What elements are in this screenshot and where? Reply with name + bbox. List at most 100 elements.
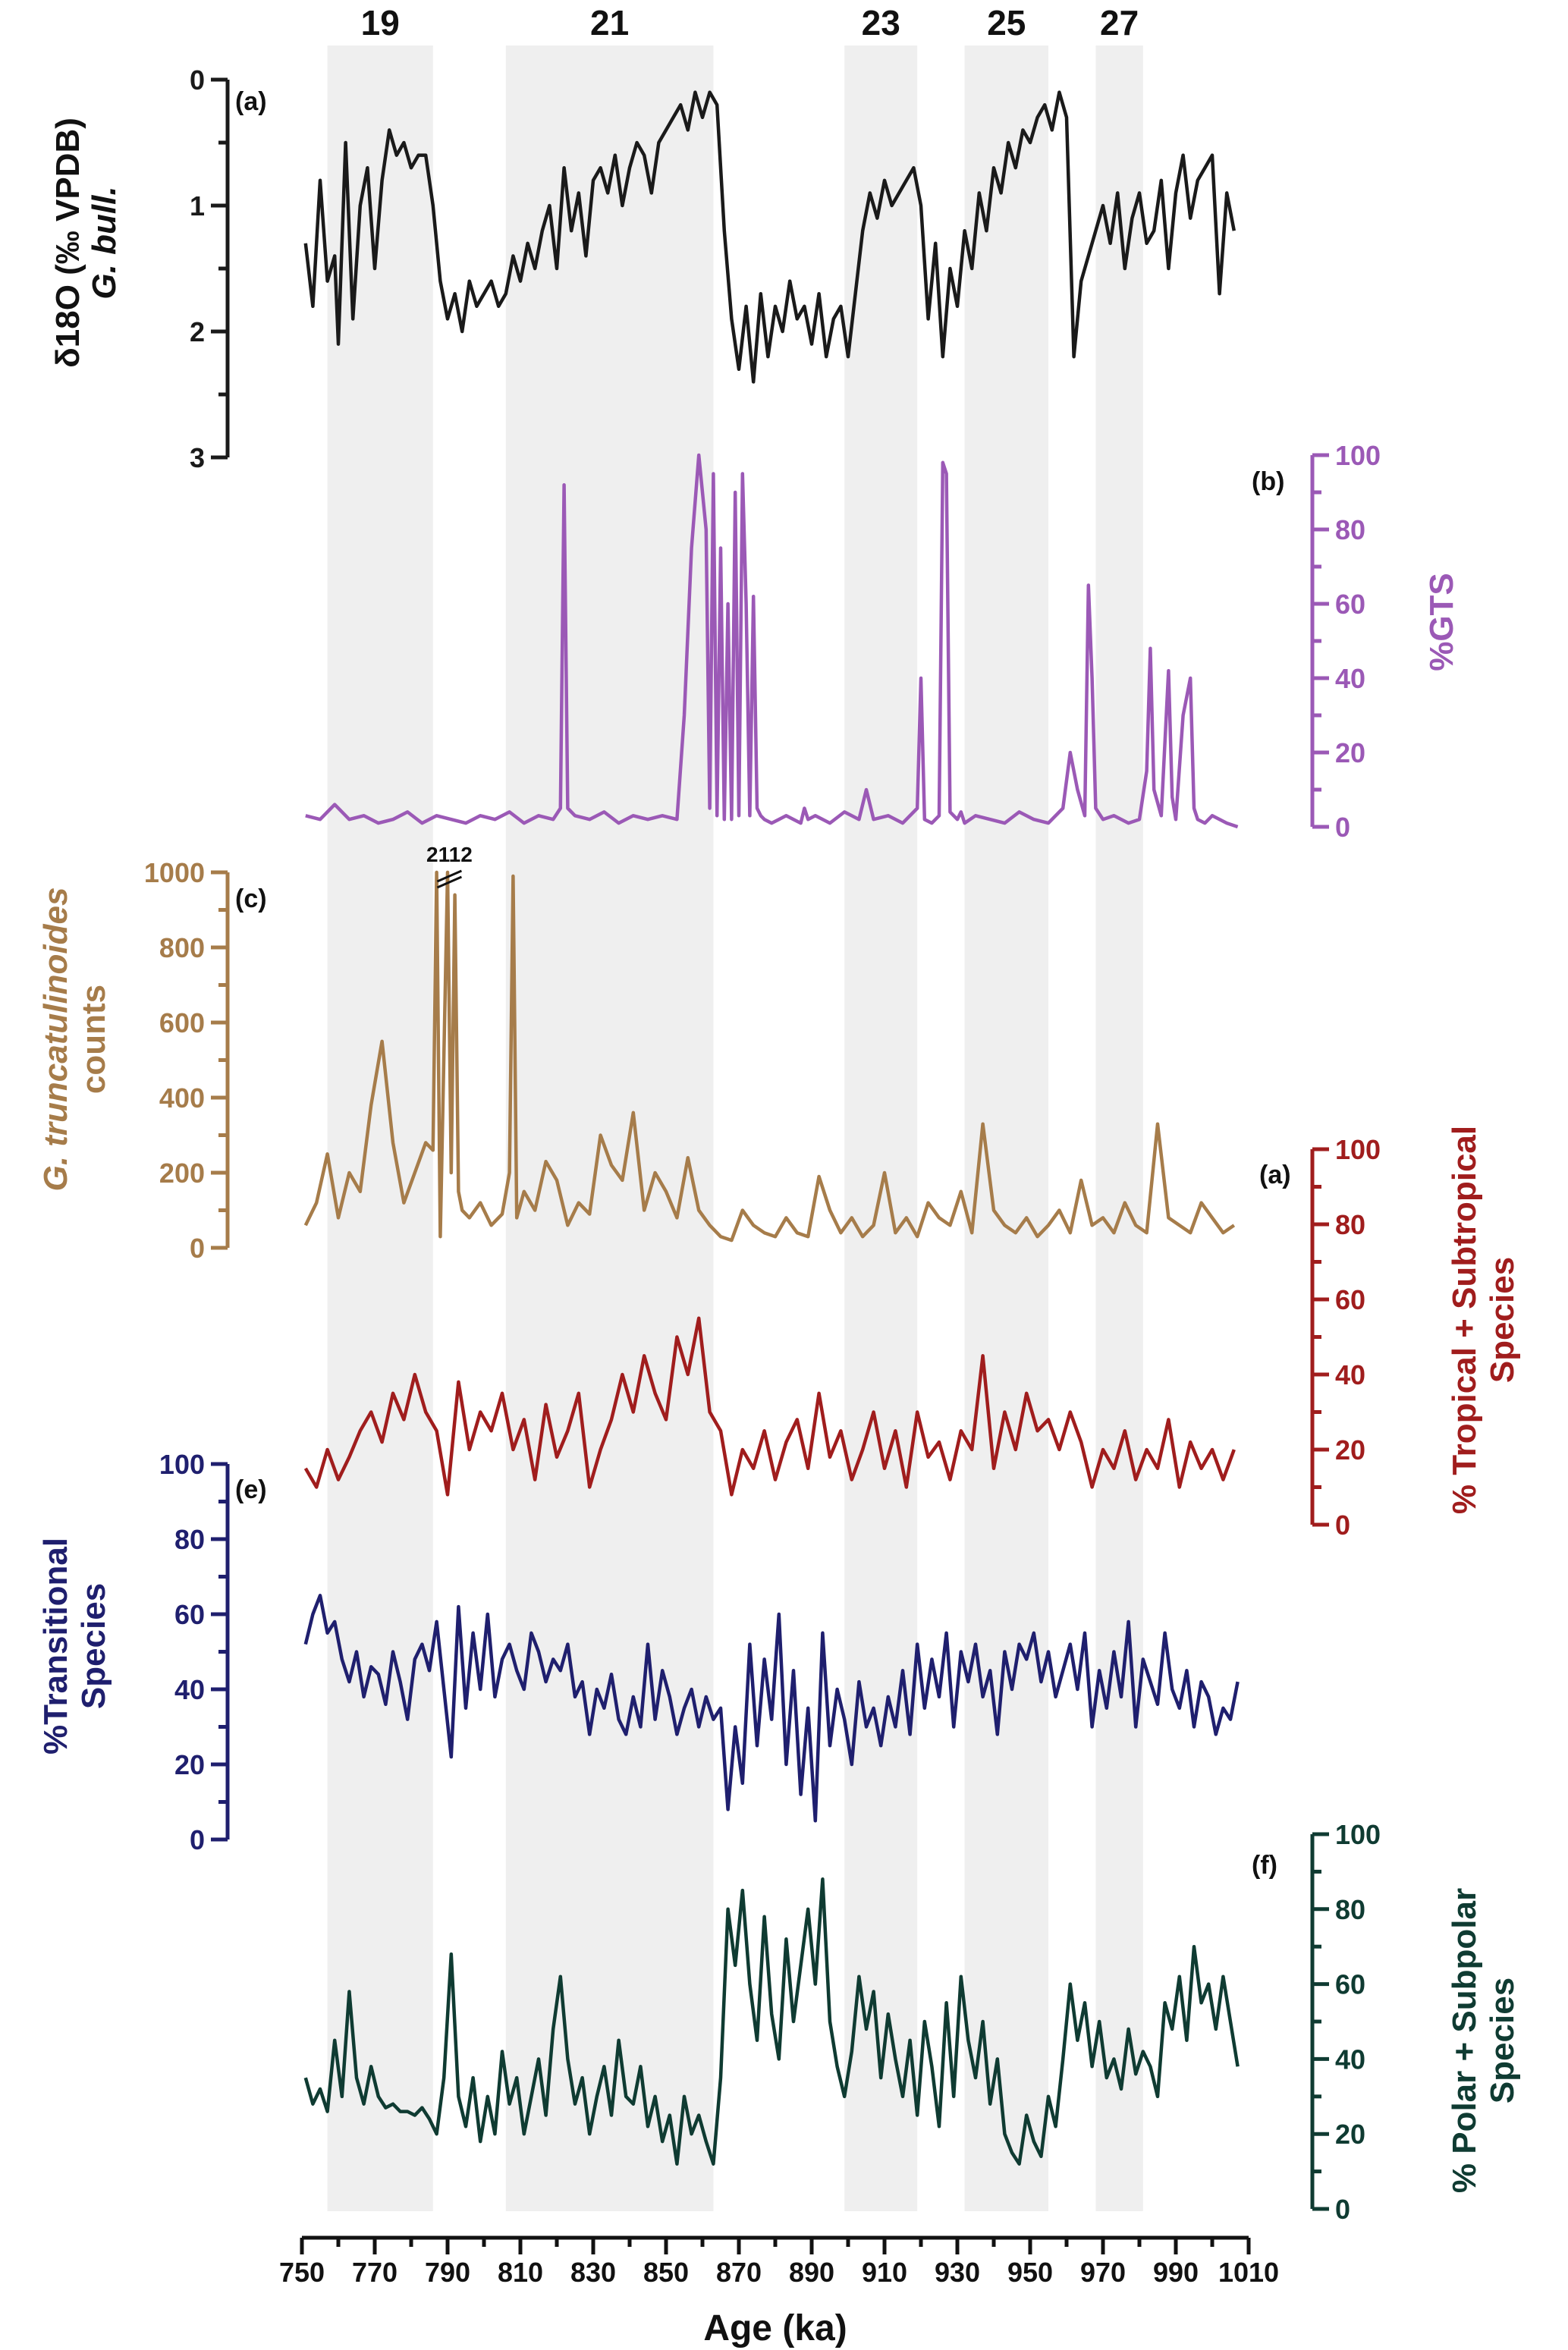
break-slash (436, 875, 463, 889)
mis-band (505, 46, 714, 2211)
panel-a: 0 1 2 3 δ18O (‰ VPDB)G. bull. (a) (49, 64, 1236, 473)
break-label: 2112 (426, 843, 473, 866)
x-tick-label: 830 (570, 2257, 616, 2288)
y-tick-label: 100 (1335, 440, 1381, 471)
y-tick-label: 80 (174, 1524, 205, 1555)
y-tick-label: 40 (1335, 663, 1365, 694)
x-tick-label: 790 (425, 2257, 470, 2288)
y-tick-label: 20 (1335, 1434, 1365, 1466)
y-tick-label: 40 (174, 1674, 205, 1705)
panel-f: 0 20 40 60 80 100 % Polar + SubpolarSpecies (f) (303, 1819, 1521, 2225)
y-axis-title-line: % Polar + Subpolar (1446, 1888, 1483, 2193)
series-line-f (303, 1877, 1240, 2166)
panel-label-b: (b) (1252, 467, 1284, 496)
panel-label-d: (a) (1259, 1161, 1291, 1189)
panel-b: 0 20 40 60 80 100 %GTS (b) (305, 440, 1460, 843)
y-axis-title-line: % Tropical + Subtropical (1446, 1126, 1483, 1514)
y-tick-label: 1 (190, 190, 205, 221)
y-axis-a: 0 1 2 3 (190, 64, 230, 473)
y-tick-label: 0 (1335, 1510, 1350, 1541)
y-tick-label: 1000 (144, 857, 205, 888)
y-axis-title-line: Species (1484, 1257, 1521, 1383)
y-tick-label: 400 (159, 1082, 205, 1114)
series-line-d (303, 1316, 1236, 1497)
x-axis-title: Age (ka) (703, 2308, 847, 2348)
series-line-e (303, 1594, 1240, 1823)
y-tick-label: 0 (190, 1233, 205, 1264)
y-tick-label: 100 (1335, 1819, 1381, 1850)
mis-band-label: 27 (1100, 3, 1139, 42)
mis-band (1095, 46, 1143, 2211)
series-line-a (303, 90, 1236, 384)
y-tick-label: 80 (1335, 1894, 1365, 1925)
y-axis-title-line: Species (1484, 1978, 1521, 2103)
y-axis-b: 0 20 40 60 80 100 (1310, 440, 1381, 843)
y-axis-f: 0 20 40 60 80 100 (1310, 1819, 1381, 2225)
x-axis: 750 770 790 810 830 850 870 890 910 930 950 970 990 1… (279, 2235, 1279, 2348)
x-tick-label: 890 (789, 2257, 834, 2288)
y-tick-label: 20 (1335, 737, 1365, 768)
x-tick-label: 950 (1007, 2257, 1053, 2288)
y-axis-title-line: δ18O (‰ VPDB) (49, 118, 86, 368)
panel-d: 0 20 40 60 80 100 % Tropical + SubtropicalSpec… (303, 1126, 1521, 1541)
panel-label-f: (f) (1252, 1851, 1277, 1880)
x-tick-label: 1010 (1218, 2257, 1279, 2288)
y-tick-label: 800 (159, 932, 205, 963)
break-slash (436, 869, 463, 883)
y-tick-label: 40 (1335, 1359, 1365, 1390)
mis-band (844, 46, 918, 2211)
y-tick-label: 3 (190, 442, 205, 473)
y-axis-title-e: %TransitionalSpecies (37, 1538, 112, 1755)
y-axis-title-line: counts (75, 985, 112, 1094)
series-line-b (305, 453, 1239, 829)
y-tick-label: 0 (190, 1824, 205, 1855)
y-tick-label: 100 (159, 1449, 205, 1480)
y-axis-title-line: G. bull. (86, 186, 123, 299)
y-tick-label: 40 (1335, 2044, 1365, 2075)
panel-c: 0 200 400 600 800 1000 G. truncatulinoidescoun… (37, 857, 1236, 1264)
panels: 0 1 2 3 δ18O (‰ VPDB)G. bull. (a) 0 20 40 60 80 100… (37, 64, 1521, 2225)
x-tick-label: 970 (1080, 2257, 1126, 2288)
y-tick-label: 2 (190, 316, 205, 347)
y-axis-title-line: Species (75, 1583, 112, 1709)
y-axis-title-b: %GTS (1423, 573, 1460, 671)
y-axis-title-a: δ18O (‰ VPDB)G. bull. (49, 118, 123, 368)
x-tick-label: 990 (1153, 2257, 1199, 2288)
mis-band (964, 46, 1048, 2211)
mis-band-label: 23 (862, 3, 900, 42)
mis-band (327, 46, 433, 2211)
y-tick-label: 100 (1335, 1134, 1381, 1165)
y-tick-label: 20 (1335, 2119, 1365, 2150)
panel-e: 0 20 40 60 80 100 %TransitionalSpecies (e) (37, 1449, 1240, 1855)
y-tick-label: 0 (190, 64, 205, 96)
axis-break-marker: 2112 (426, 843, 473, 889)
y-axis-c: 0 200 400 600 800 1000 (144, 857, 230, 1264)
y-axis-d: 0 20 40 60 80 100 (1310, 1134, 1381, 1541)
x-tick-label: 810 (498, 2257, 543, 2288)
x-tick-label: 850 (643, 2257, 689, 2288)
x-tick-label: 910 (862, 2257, 907, 2288)
panel-label-e: (e) (235, 1475, 267, 1504)
mis-band-label: 25 (987, 3, 1026, 42)
panel-label-a: (a) (235, 87, 267, 116)
y-axis-title-d: % Tropical + SubtropicalSpecies (1446, 1126, 1521, 1514)
y-tick-label: 0 (1335, 2194, 1350, 2225)
y-axis-e: 0 20 40 60 80 100 (159, 1449, 230, 1855)
y-tick-label: 0 (1335, 812, 1350, 843)
panel-label-c: (c) (235, 884, 267, 913)
y-tick-label: 80 (1335, 514, 1365, 545)
y-axis-title-f: % Polar + SubpolarSpecies (1446, 1888, 1521, 2193)
mis-band-label: 21 (590, 3, 629, 42)
x-tick-label: 750 (279, 2257, 325, 2288)
y-tick-label: 200 (159, 1158, 205, 1189)
y-axis-title-line: G. truncatulinoides (37, 888, 74, 1192)
x-tick-label: 930 (935, 2257, 980, 2288)
x-tick-label: 770 (352, 2257, 397, 2288)
y-tick-label: 60 (1335, 1969, 1365, 2000)
mis-bands: 19 21 23 25 27 (327, 3, 1143, 2211)
mis-band-label: 19 (361, 3, 400, 42)
y-tick-label: 60 (1335, 589, 1365, 620)
y-axis-title-line: %Transitional (37, 1538, 74, 1755)
series-line-c (303, 870, 1236, 1243)
